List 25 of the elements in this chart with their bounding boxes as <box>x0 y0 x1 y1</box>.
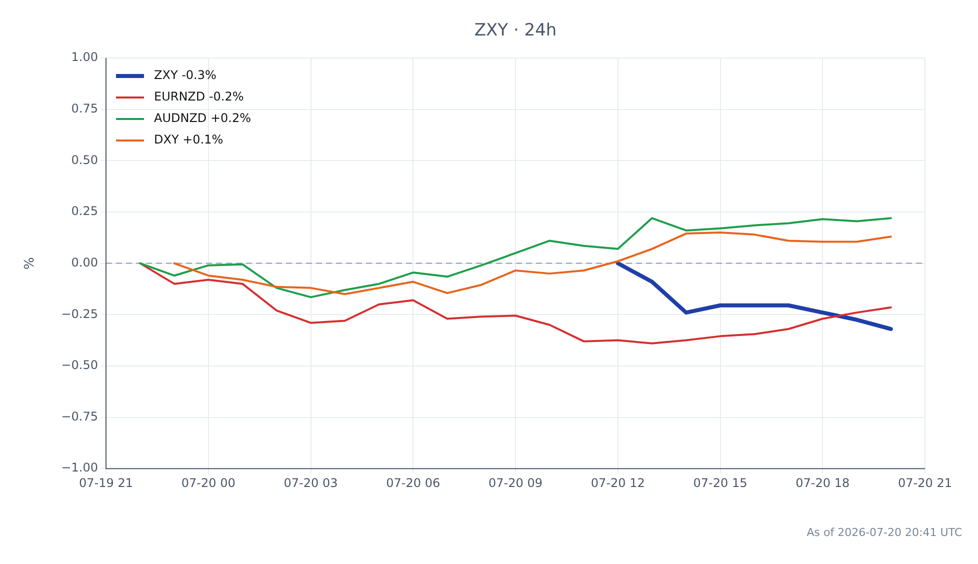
x-tick-label: 07-20 15 <box>693 476 748 490</box>
text: As of 2026-07-20 20:41 UTC <box>806 526 962 539</box>
legend-label: DXY +0.1% <box>154 132 224 147</box>
x-tick-label: 07-20 09 <box>488 476 542 490</box>
y-tick-label: −0.50 <box>61 358 98 372</box>
x-tick-label: 07-20 00 <box>181 476 236 490</box>
x-tick-label: 07-20 12 <box>590 476 645 490</box>
chart-title: ZXY · 24h <box>474 20 557 40</box>
y-tick-label: 1.00 <box>71 50 98 64</box>
y-tick-label: 0.75 <box>71 101 98 116</box>
x-tick-label: 07-19 21 <box>79 476 133 490</box>
y-tick-label: 0.00 <box>71 255 98 270</box>
y-tick-label: −1.00 <box>61 460 98 475</box>
y-tick-label: 0.50 <box>71 152 98 167</box>
y-axis-title: % <box>22 257 38 270</box>
x-tick-label: 07-20 21 <box>898 476 952 490</box>
legend-label: AUDNZD +0.2% <box>154 111 252 126</box>
legend-label: EURNZD -0.2% <box>154 90 244 104</box>
x-tick-label: 07-20 03 <box>284 476 338 490</box>
x-tick-label: 07-20 06 <box>386 476 440 490</box>
y-tick-label: 0.25 <box>71 204 98 218</box>
y-tick-label: −0.25 <box>61 306 98 321</box>
y-tick-label: −0.75 <box>61 409 98 424</box>
legend-label: ZXY -0.3% <box>154 68 216 82</box>
x-tick-label: 07-20 18 <box>796 476 850 490</box>
